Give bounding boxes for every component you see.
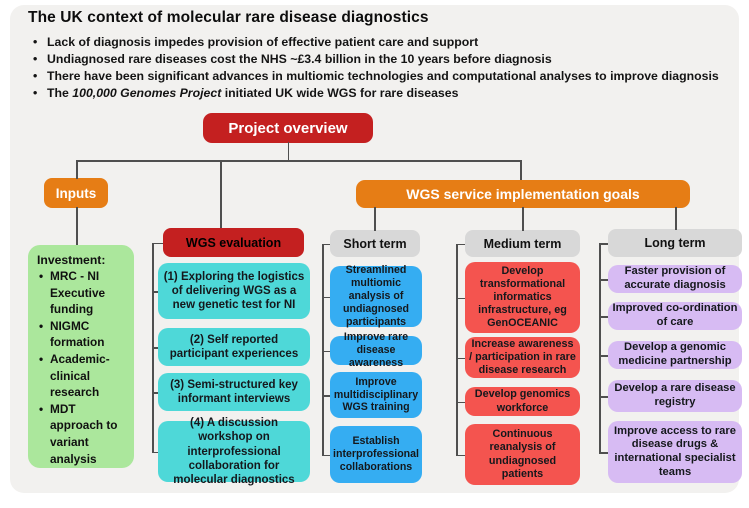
column-header-medium-term: Medium term (465, 230, 580, 257)
connector-line (76, 160, 520, 162)
flow-item-medium-term-2: Increase awareness / participation in ra… (465, 337, 580, 378)
connector-line (599, 452, 608, 454)
connector-line (322, 243, 330, 245)
flow-item-long-term-3: Develop a genomic medicine partnership (608, 341, 742, 369)
header-bullet-2: Undiagnosed rare diseases cost the NHS ~… (32, 51, 722, 68)
connector-line (599, 243, 601, 452)
flow-item-long-term-1: Faster provision of accurate diagnosis (608, 265, 742, 293)
connector-line (322, 243, 324, 455)
investment-item-3: Academic-clinical research (39, 351, 130, 401)
column-header-short-term: Short term (330, 230, 420, 257)
column-header-long-term: Long term (608, 229, 742, 257)
flow-item-wgs-evaluation-4: (4) A discussion workshop on interprofes… (158, 417, 310, 486)
flow-item-wgs-evaluation-1: (1) Exploring the logistics of deliverin… (158, 263, 310, 319)
flow-item-short-term-4: Establish interprofessional collaboratio… (330, 426, 422, 483)
connector-line (599, 355, 608, 357)
flow-item-short-term-2: Improve rare disease awareness (330, 331, 422, 369)
flow-item-long-term-4: Develop a rare disease registry (608, 380, 742, 412)
connector-line (322, 350, 330, 352)
connector-line (220, 160, 222, 228)
investment-bullet-list: MRC - NI Executive fundingNIGMC formatio… (37, 268, 130, 467)
connector-line (599, 396, 608, 398)
connector-line (76, 207, 78, 245)
header-bullet-3: There have been significant advances in … (32, 68, 722, 85)
investment-item-4: MDT approach to variant analysis (39, 401, 130, 467)
flow-item-medium-term-3: Develop genomics workforce (465, 387, 580, 416)
flow-item-long-term-2: Improved co-ordination of care (608, 302, 742, 330)
flow-item-medium-term-4: Continuous reanalysis of undiagnosed pat… (465, 424, 580, 485)
connector-line (152, 392, 158, 394)
flow-item-long-term-5: Improve access to rare disease drugs & i… (608, 421, 742, 483)
connector-line (522, 207, 524, 231)
connector-line (152, 347, 158, 349)
connector-line (599, 316, 608, 318)
investment-node: Investment: MRC - NI Executive fundingNI… (28, 245, 134, 468)
investment-item-1: MRC - NI Executive funding (39, 268, 130, 318)
connector-line (675, 207, 677, 230)
connector-line (456, 454, 465, 456)
flow-item-wgs-evaluation-2: (2) Self reported participant experience… (158, 328, 310, 366)
project-overview-node: Project overview (203, 113, 373, 143)
connector-line (287, 142, 289, 160)
header-bullet-list: Lack of diagnosis impedes provision of e… (32, 34, 722, 102)
inputs-node: Inputs (44, 178, 108, 208)
column-header-wgs-evaluation: WGS evaluation (163, 228, 304, 257)
goals-node: WGS service implementation goals (356, 180, 690, 208)
connector-line (76, 160, 78, 179)
connector-line (152, 451, 158, 453)
connector-line (520, 160, 522, 180)
connector-line (456, 243, 465, 245)
flow-item-short-term-1: Streamlined multiomic analysis of undiag… (330, 264, 422, 328)
connector-line (322, 296, 330, 298)
connector-line (152, 242, 163, 244)
flow-item-wgs-evaluation-3: (3) Semi-structured key informant interv… (158, 373, 310, 411)
connector-line (456, 401, 465, 403)
connector-line (456, 357, 465, 359)
connector-line (152, 291, 158, 293)
connector-line (374, 207, 376, 231)
connector-line (599, 279, 608, 281)
connector-line (599, 243, 608, 245)
connector-line (322, 454, 330, 456)
flow-item-medium-term-1: Develop transformational informatics inf… (465, 262, 580, 333)
flow-item-short-term-3: Improve multidisciplinary WGS training (330, 372, 422, 418)
connector-line (456, 297, 465, 299)
header-bullet-4: The 100,000 Genomes Project initiated UK… (32, 85, 722, 102)
page-title: The UK context of molecular rare disease… (28, 9, 429, 26)
investment-title: Investment: (37, 253, 106, 267)
connector-line (322, 395, 330, 397)
connector-line (456, 243, 458, 455)
investment-item-2: NIGMC formation (39, 318, 130, 351)
header-bullet-1: Lack of diagnosis impedes provision of e… (32, 34, 722, 51)
